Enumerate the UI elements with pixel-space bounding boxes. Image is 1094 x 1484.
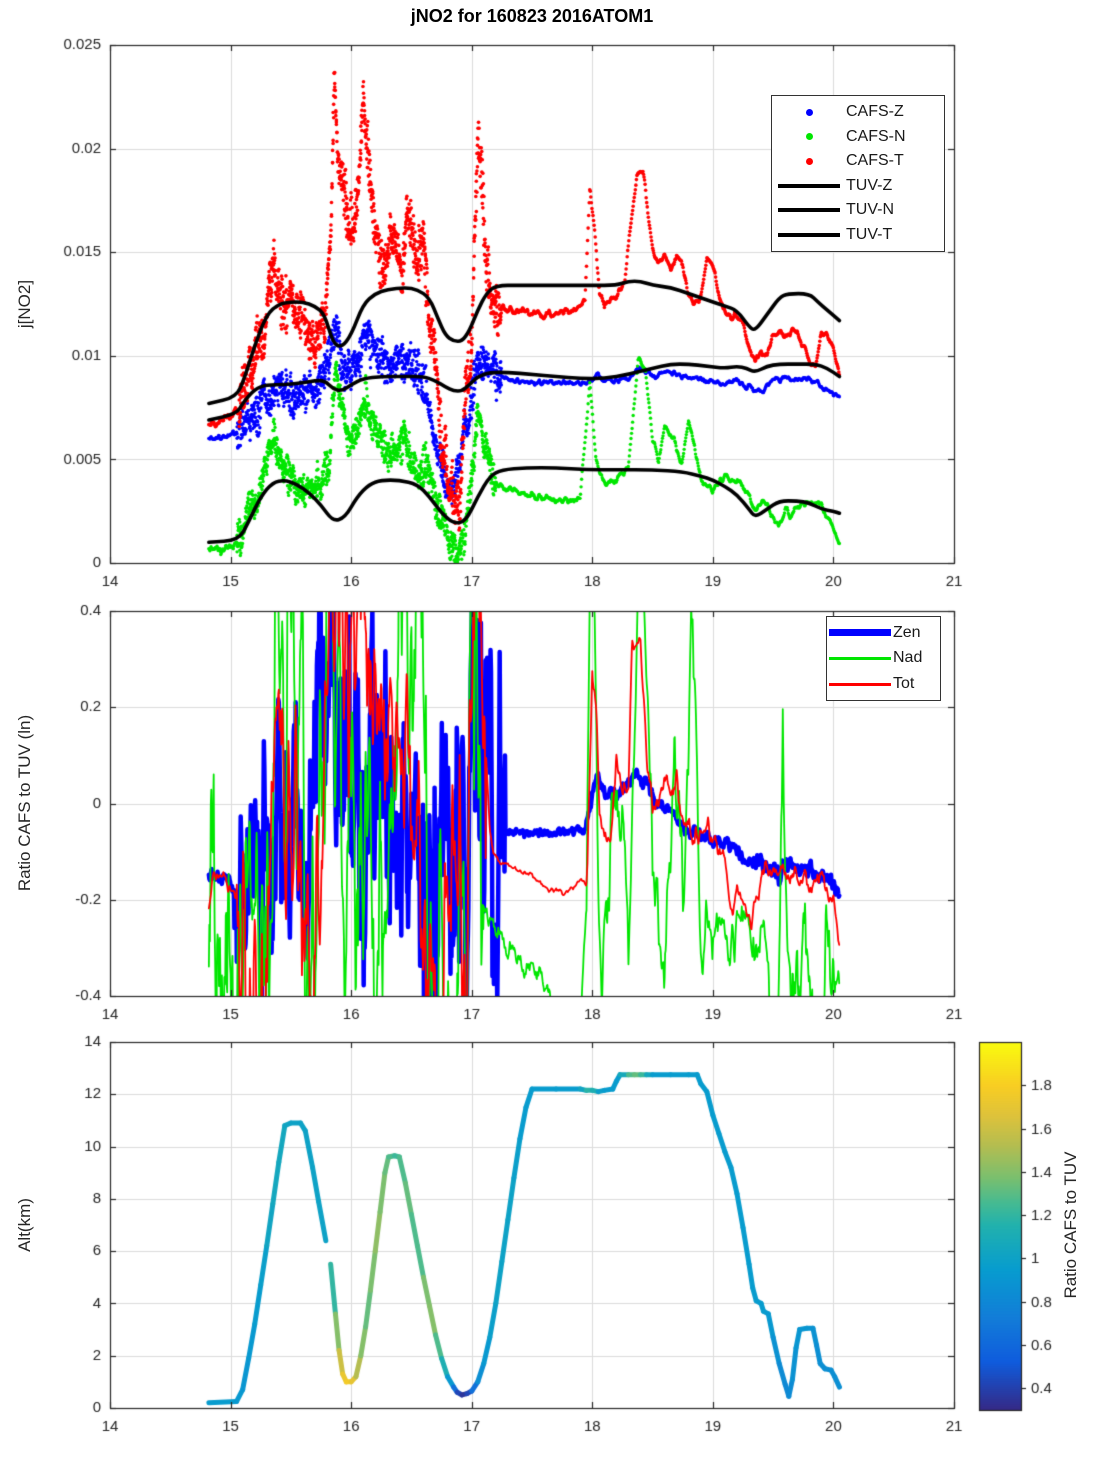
legend-row-tuv-t: TUV-T bbox=[772, 223, 944, 248]
tuv-z-line-icon bbox=[778, 183, 840, 188]
legend-label-nad: Nad bbox=[893, 649, 923, 667]
legend-row-cafs-z: CAFS-Z bbox=[772, 100, 944, 125]
cafs-z-marker-icon bbox=[805, 108, 813, 116]
colorbar-label: Ratio CAFS to TUV bbox=[1061, 1151, 1080, 1299]
nad-line-icon bbox=[829, 656, 891, 660]
legend-row-tot: Tot bbox=[827, 672, 940, 697]
cafs-t-marker-icon bbox=[805, 157, 813, 165]
legend-row-cafs-t: CAFS-T bbox=[772, 149, 944, 174]
altitude-plot-area bbox=[110, 1042, 954, 1408]
legend-row-zen: Zen bbox=[827, 620, 940, 645]
alt-y-axis-label: Alt(km) bbox=[15, 1198, 34, 1252]
colorbar bbox=[979, 1042, 1021, 1410]
legend-row-tuv-n: TUV-N bbox=[772, 198, 944, 223]
tuv-n-line-icon bbox=[778, 208, 840, 213]
legend-row-tuv-z: TUV-Z bbox=[772, 174, 944, 199]
legend-label-cafs-n: CAFS-N bbox=[846, 127, 906, 145]
zen-line-icon bbox=[829, 629, 891, 637]
legend-label-cafs-t: CAFS-T bbox=[846, 152, 904, 170]
legend-label-tuv-t: TUV-T bbox=[846, 225, 893, 243]
legend-label-tuv-n: TUV-N bbox=[846, 201, 894, 219]
jno2-legend: CAFS-Z CAFS-N CAFS-T TUV-Z TUV-N TUV-T bbox=[771, 95, 945, 252]
legend-row-nad: Nad bbox=[827, 646, 940, 671]
tuv-t-line-icon bbox=[778, 232, 840, 237]
legend-row-cafs-n: CAFS-N bbox=[772, 125, 944, 150]
legend-label-tuv-z: TUV-Z bbox=[846, 176, 893, 194]
jno2-y-axis-label: j[NO2] bbox=[15, 279, 34, 329]
figure-title: jNO2 for 160823 2016ATOM1 bbox=[410, 6, 654, 26]
legend-label-cafs-z: CAFS-Z bbox=[846, 103, 904, 121]
legend-label-zen: Zen bbox=[893, 623, 921, 641]
cafs-n-marker-icon bbox=[805, 133, 813, 141]
ratio-y-axis-label: Ratio CAFS to TUV (ln) bbox=[15, 714, 34, 892]
tot-line-icon bbox=[829, 682, 891, 686]
ratio-legend: Zen Nad Tot bbox=[826, 616, 941, 701]
legend-label-tot: Tot bbox=[893, 675, 915, 693]
